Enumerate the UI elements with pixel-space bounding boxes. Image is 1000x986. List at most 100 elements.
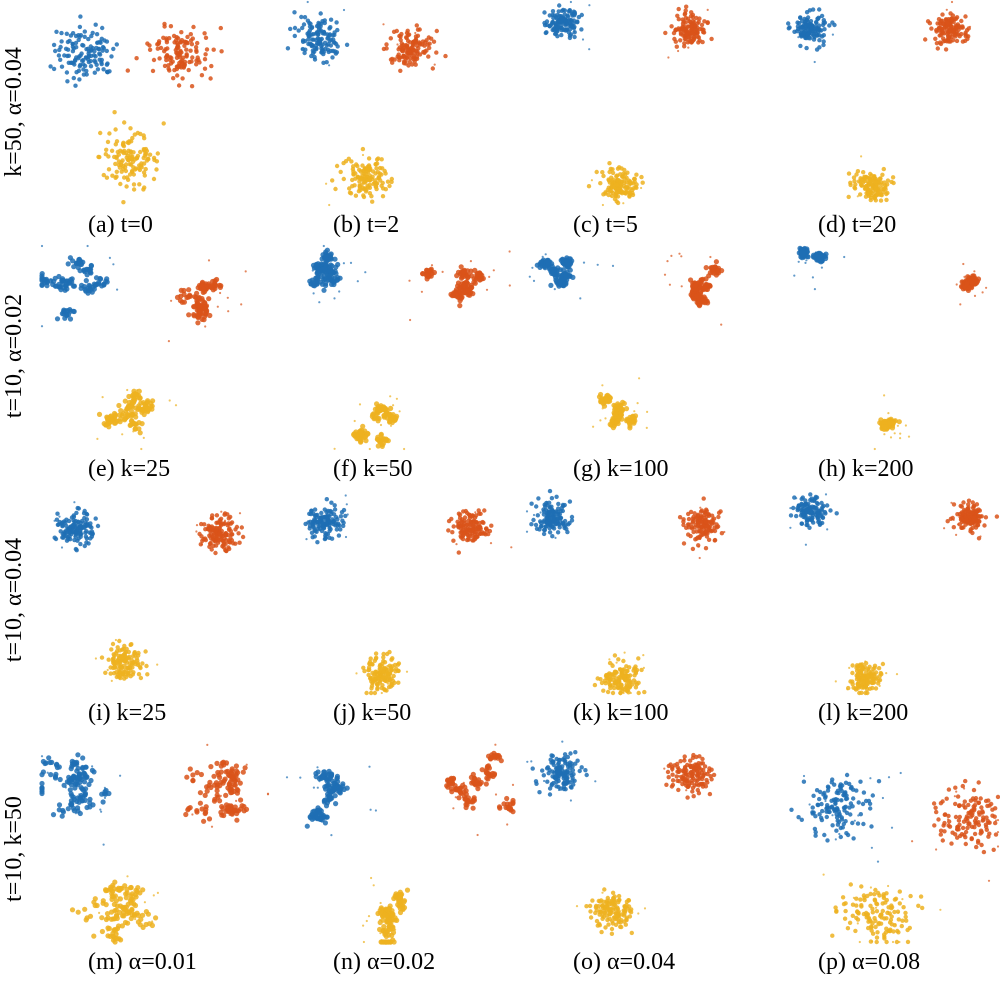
- cluster-orange: [663, 252, 725, 326]
- point: [71, 75, 76, 81]
- point: [227, 539, 232, 545]
- point: [365, 183, 370, 188]
- point: [63, 281, 70, 287]
- point: [51, 66, 57, 72]
- point-outlier: [581, 38, 585, 41]
- point-outlier: [207, 259, 211, 262]
- point: [618, 172, 623, 177]
- point-outlier: [973, 283, 977, 286]
- point: [226, 545, 231, 550]
- point: [86, 36, 91, 42]
- point: [64, 70, 70, 75]
- row-label-2: t=10, α=0.02: [1, 293, 27, 419]
- point-outlier: [140, 447, 143, 451]
- point: [76, 506, 81, 511]
- point: [937, 33, 942, 38]
- point: [579, 27, 584, 32]
- point: [858, 176, 863, 181]
- point: [393, 415, 399, 421]
- point-outlier: [389, 395, 392, 398]
- point-outlier: [322, 516, 325, 519]
- scatter-plot-3: [542, 0, 714, 207]
- point: [799, 496, 804, 502]
- point-outlier: [590, 179, 593, 182]
- point: [88, 531, 94, 536]
- point: [185, 34, 190, 40]
- point-outlier: [455, 543, 458, 546]
- point: [84, 68, 89, 74]
- point: [854, 172, 859, 177]
- point: [118, 181, 123, 187]
- point: [598, 181, 603, 186]
- point-outlier: [680, 255, 683, 258]
- point-outlier: [670, 254, 673, 257]
- point: [323, 254, 329, 260]
- point: [380, 441, 386, 447]
- point: [692, 511, 697, 516]
- point: [795, 505, 800, 511]
- point: [195, 320, 201, 326]
- cluster-orange: [381, 23, 448, 74]
- scatter-plot-10: [303, 494, 513, 696]
- point: [111, 46, 116, 52]
- point-outlier: [811, 276, 814, 279]
- point: [313, 43, 319, 48]
- point: [361, 665, 366, 670]
- point: [312, 517, 317, 522]
- point-outlier: [168, 399, 171, 402]
- point: [634, 172, 639, 177]
- scatter-panel-2: (b) t=2: [285, 0, 515, 245]
- point: [896, 419, 902, 425]
- point: [331, 512, 337, 517]
- point-outlier: [812, 254, 815, 257]
- point: [714, 525, 720, 530]
- point-outlier: [818, 15, 822, 19]
- point-outlier: [826, 528, 829, 531]
- point: [461, 273, 467, 279]
- point: [699, 22, 705, 28]
- point: [550, 9, 556, 14]
- point: [426, 54, 431, 59]
- point: [630, 190, 635, 196]
- point: [879, 193, 884, 198]
- point: [360, 168, 366, 174]
- point-outlier: [382, 23, 385, 26]
- point-outlier: [204, 309, 207, 312]
- point-outlier: [65, 280, 68, 283]
- point: [681, 517, 686, 522]
- point-outlier: [478, 532, 481, 535]
- point: [317, 268, 323, 275]
- point: [134, 56, 139, 61]
- point-outlier: [364, 271, 367, 274]
- point: [476, 527, 482, 533]
- point: [319, 510, 324, 516]
- point: [604, 397, 610, 403]
- point: [73, 261, 80, 267]
- point: [674, 44, 679, 49]
- point-outlier: [683, 28, 687, 32]
- point: [86, 59, 92, 65]
- point: [968, 527, 973, 532]
- point: [122, 643, 127, 649]
- point-outlier: [543, 525, 547, 528]
- point-outlier: [83, 290, 86, 293]
- point: [702, 300, 708, 306]
- point-outlier: [805, 259, 808, 262]
- point: [971, 516, 977, 522]
- point: [702, 19, 707, 24]
- point: [825, 503, 830, 508]
- point: [396, 47, 401, 52]
- cluster-yellow: [834, 660, 899, 696]
- cluster-orange: [167, 259, 247, 343]
- point: [143, 146, 149, 152]
- point: [95, 523, 101, 529]
- point: [387, 183, 392, 189]
- point: [636, 656, 641, 661]
- point: [568, 32, 574, 37]
- point: [327, 273, 333, 279]
- point: [887, 420, 893, 426]
- point-outlier: [706, 8, 709, 11]
- point: [114, 169, 120, 174]
- point-outlier: [976, 514, 979, 517]
- point: [430, 66, 435, 71]
